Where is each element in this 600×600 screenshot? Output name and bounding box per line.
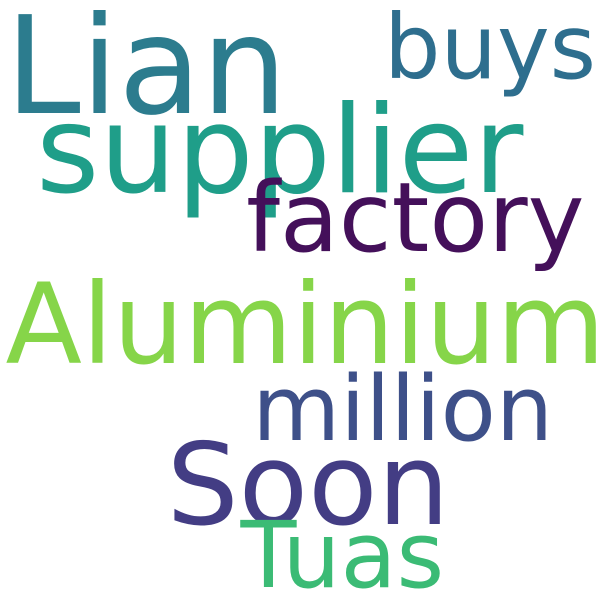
word-lian: Lian: [5, 0, 288, 146]
word-soon: Soon: [166, 418, 450, 551]
word-factory: factory: [246, 162, 585, 275]
word-tuas: Tuas: [240, 501, 445, 600]
word-aluminium: Aluminium: [5, 260, 600, 391]
word-million: million: [252, 356, 554, 462]
word-supplier: supplier: [36, 78, 524, 221]
word-buys: buys: [383, 0, 597, 101]
